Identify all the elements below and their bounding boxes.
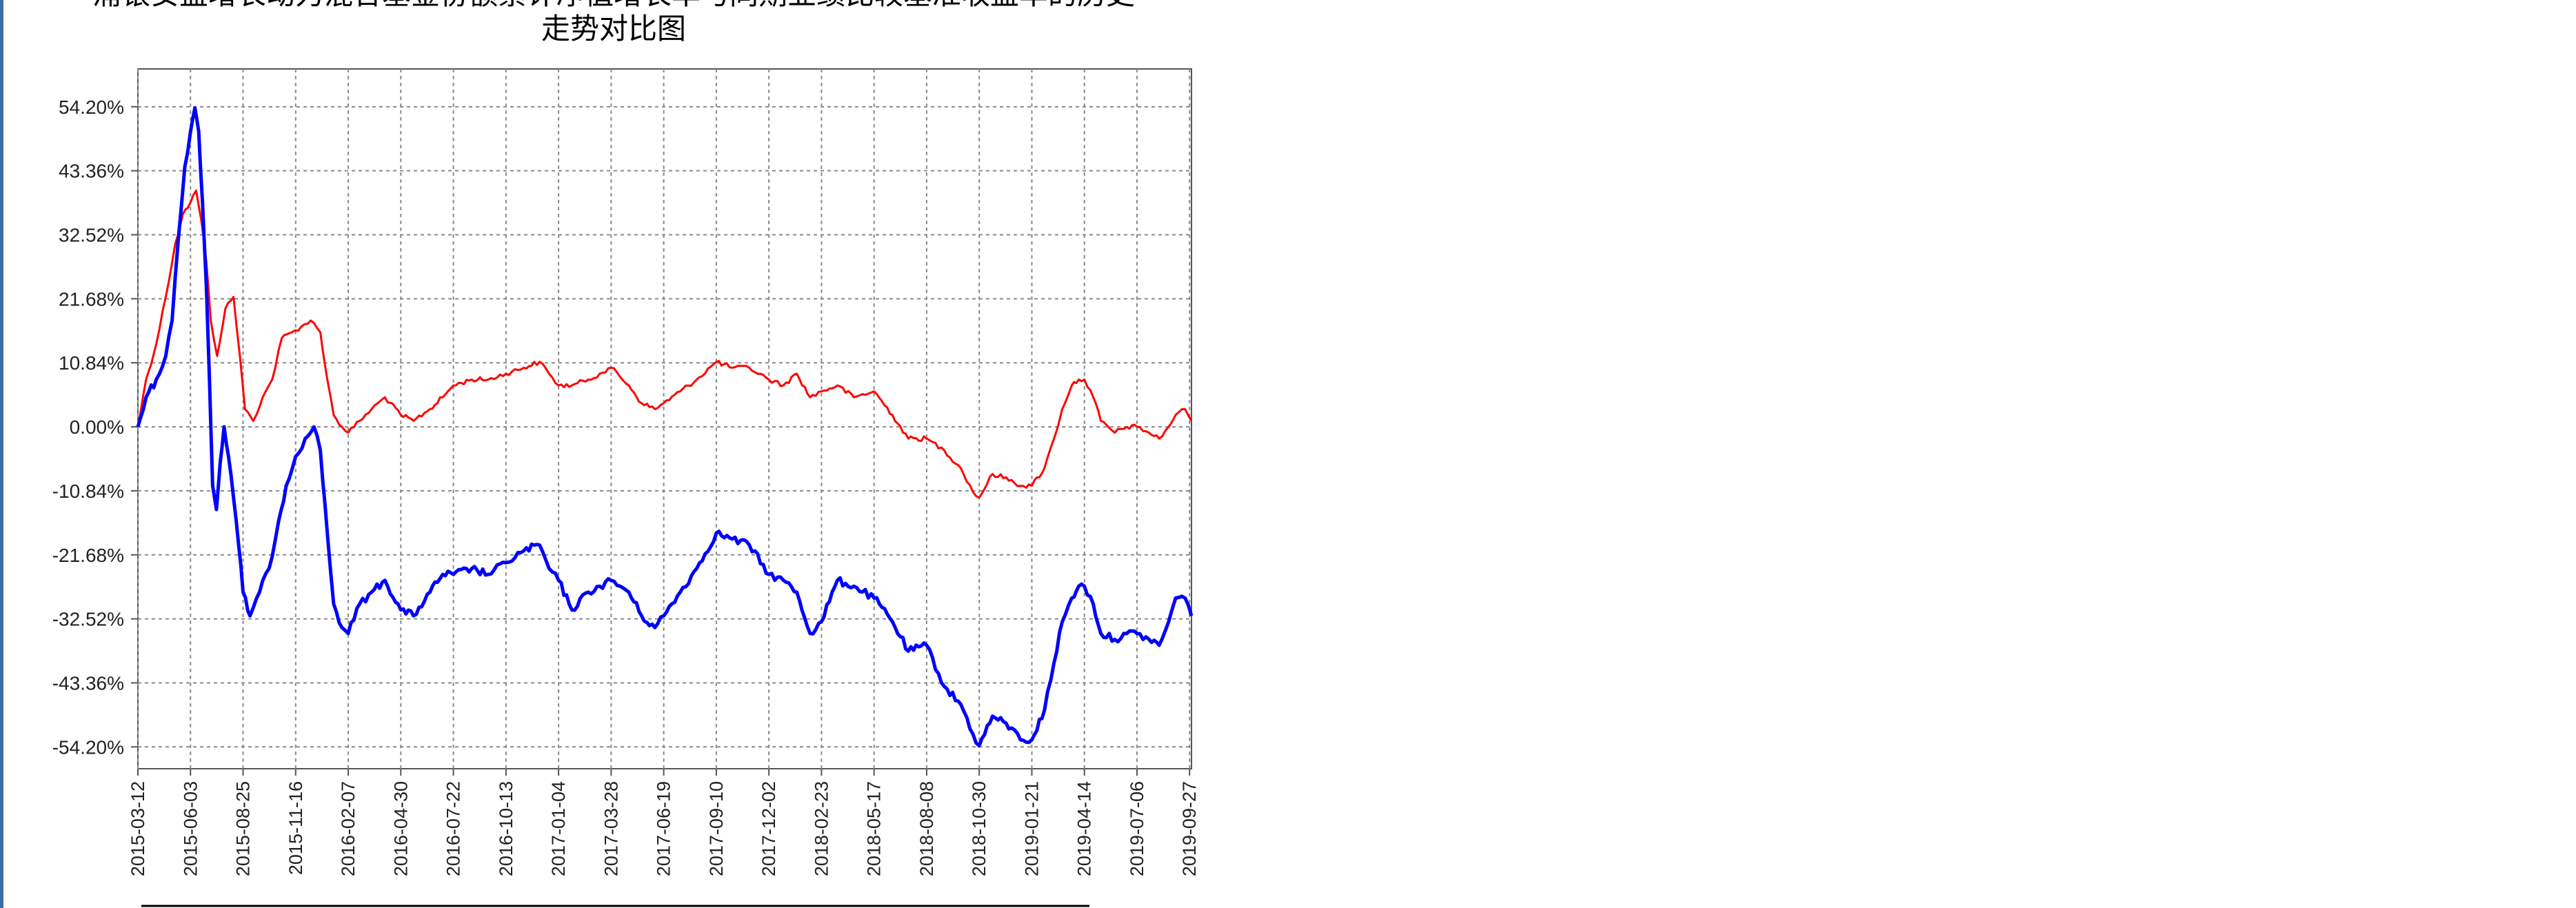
x-tick-label: 2015-03-12 — [128, 781, 148, 876]
chart-title-line-2: 走势对比图 — [541, 12, 686, 46]
plot-area — [137, 68, 1192, 769]
x-tick-label: 2017-03-28 — [601, 781, 621, 876]
x-tick-label: 2016-10-13 — [496, 781, 516, 876]
y-tick-label: 32.52% — [59, 225, 124, 246]
x-tick-label: 2016-02-07 — [338, 781, 359, 876]
y-tick-label: -10.84% — [52, 481, 124, 502]
x-tick-label: 2018-10-30 — [969, 781, 989, 876]
chart-title: 浦银安盛增长动力混合基金份额累计净值增长率与同期业绩比较基准收益率的历史 走势对… — [92, 0, 1135, 46]
y-tick-label: -32.52% — [52, 609, 124, 630]
y-tick-label: 10.84% — [59, 352, 124, 374]
x-tick-label: 2018-02-23 — [811, 781, 832, 876]
y-tick-label: -21.68% — [52, 545, 124, 566]
x-tick-label: 2015-08-25 — [233, 781, 254, 876]
x-tick-label: 2019-09-27 — [1179, 781, 1200, 876]
x-tick-label: 2015-11-16 — [285, 781, 306, 875]
series-line-blue — [136, 106, 1194, 748]
x-tick-label: 2017-12-02 — [758, 781, 779, 876]
y-tick-label: 0.00% — [70, 416, 124, 438]
x-tick-label: 2017-06-19 — [654, 781, 674, 876]
x-tick-label: 2017-01-04 — [548, 781, 569, 876]
x-tick-label: 2019-07-06 — [1127, 781, 1147, 876]
x-tick-label: 2018-08-08 — [916, 781, 937, 876]
x-tick-label: 2018-05-17 — [864, 781, 885, 876]
series-line-red — [137, 189, 1193, 499]
y-tick-label: 21.68% — [59, 288, 124, 310]
x-tick-label: 2015-06-03 — [180, 781, 201, 876]
x-tick-label: 2017-09-10 — [706, 781, 727, 876]
chart-title-line-1: 浦银安盛增长动力混合基金份额累计净值增长率与同期业绩比较基准收益率的历史 — [92, 0, 1135, 11]
y-tick-label: -54.20% — [52, 736, 124, 758]
x-tick-label: 2016-07-22 — [443, 781, 464, 876]
series-lines — [136, 106, 1194, 748]
x-tick-label: 2019-04-14 — [1074, 781, 1095, 876]
y-axis: 54.20% 43.36% 32.52% 21.68% 10.84% 0.00% -10.8… — [52, 97, 138, 758]
left-border — [0, 0, 3, 908]
x-tick-label: 2016-04-30 — [390, 781, 411, 876]
x-tick-label: 2019-01-21 — [1021, 781, 1042, 876]
y-tick-label: 54.20% — [59, 97, 124, 118]
x-axis: 2015-03-12 2015-06-03 2015-08-25 2015-11-16… — [128, 769, 1200, 876]
y-tick-label: 43.36% — [59, 161, 124, 182]
y-tick-label: -43.36% — [52, 672, 124, 694]
